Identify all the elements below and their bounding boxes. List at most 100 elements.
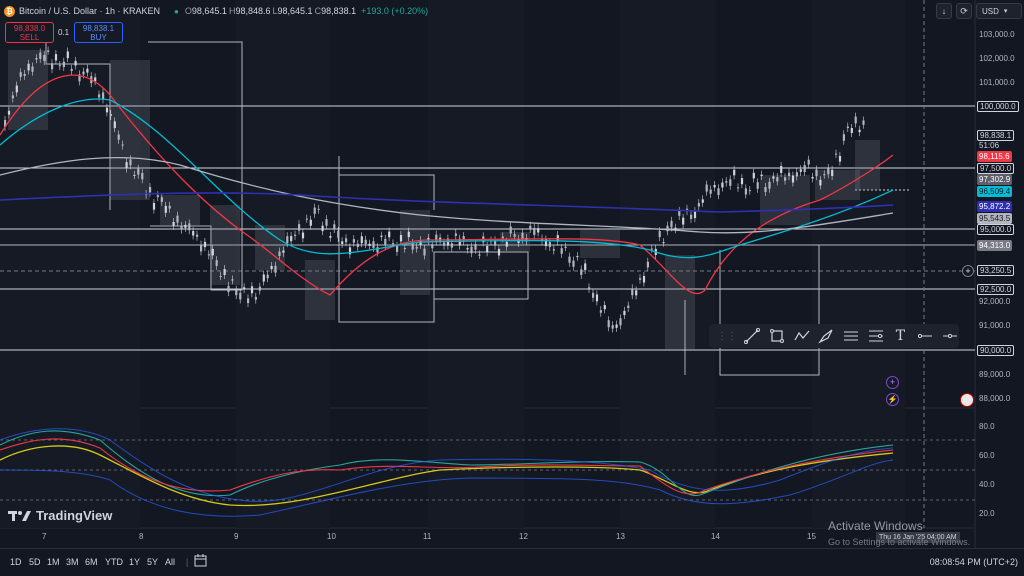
range-box-outline bbox=[338, 156, 529, 323]
osc-band-lower bbox=[0, 459, 894, 517]
candle-body bbox=[603, 305, 606, 310]
candle-body bbox=[509, 226, 512, 234]
osc-band-upper bbox=[0, 428, 894, 502]
add-indicator-icon[interactable]: + bbox=[886, 376, 899, 389]
clock[interactable]: 08:08:54 PM (UTC+2) bbox=[929, 557, 1018, 567]
range-box-outline bbox=[45, 42, 111, 210]
candle-body bbox=[345, 238, 348, 243]
candle-body bbox=[513, 234, 516, 237]
candle-body bbox=[725, 181, 728, 183]
candle-body bbox=[521, 232, 524, 240]
download-icon[interactable]: ↓ bbox=[936, 3, 952, 19]
candle-body bbox=[748, 190, 751, 192]
time-label-15: 15 bbox=[807, 532, 816, 541]
timeframe-1y[interactable]: 1Y bbox=[129, 557, 141, 567]
candle-body bbox=[27, 63, 30, 71]
osc-axis-80: 80.0 bbox=[979, 422, 995, 431]
candle-body bbox=[388, 231, 391, 238]
zone-box bbox=[255, 225, 285, 270]
candle-body bbox=[156, 195, 159, 198]
candle-body bbox=[384, 238, 387, 246]
candle-body bbox=[407, 231, 410, 238]
candle-body bbox=[286, 236, 289, 244]
buy-label: BUY bbox=[90, 33, 107, 42]
timeframe-3m[interactable]: 3M bbox=[66, 557, 79, 567]
candle-body bbox=[348, 247, 352, 255]
axis-price-91000: 91,000.0 bbox=[979, 321, 1011, 330]
candle-body bbox=[98, 94, 101, 98]
candle-body bbox=[152, 202, 156, 210]
candle-body bbox=[415, 246, 418, 249]
watermark-title: Activate Windows bbox=[828, 519, 923, 533]
timeframe-6m[interactable]: 6M bbox=[85, 557, 98, 567]
candle-body bbox=[176, 215, 179, 223]
candle-body bbox=[756, 182, 759, 189]
currency-select[interactable]: USD ▾ bbox=[976, 3, 1022, 19]
candle-body bbox=[807, 159, 810, 165]
candle-body bbox=[254, 296, 257, 300]
zone-box bbox=[8, 50, 48, 130]
candle-body bbox=[709, 189, 712, 194]
calendar-icon[interactable] bbox=[194, 554, 207, 569]
candle-body bbox=[646, 261, 649, 268]
low-label: L bbox=[272, 6, 278, 16]
trend-line-icon[interactable] bbox=[743, 326, 762, 346]
fib-icon[interactable] bbox=[842, 326, 861, 346]
rectangle-icon[interactable] bbox=[768, 326, 787, 346]
open-value: 98,645.1 bbox=[191, 6, 227, 16]
candle-body bbox=[58, 65, 61, 67]
add-alert-icon[interactable]: + bbox=[962, 265, 974, 277]
refresh-icon[interactable]: ⟳ bbox=[956, 3, 972, 19]
candle-body bbox=[262, 274, 265, 282]
lightning-icon[interactable]: ⚡ bbox=[886, 393, 899, 406]
candle-body bbox=[435, 234, 438, 242]
candle-body bbox=[678, 210, 681, 216]
candle-body bbox=[631, 288, 634, 296]
candle-body bbox=[380, 235, 383, 237]
candle-body bbox=[294, 234, 297, 236]
candle-body bbox=[784, 177, 787, 181]
candle-body bbox=[788, 172, 791, 177]
candle-body bbox=[192, 231, 195, 236]
tradingview-logo[interactable]: TradingView bbox=[8, 508, 112, 523]
text-icon[interactable]: T bbox=[895, 328, 906, 344]
symbol-header: ₿ Bitcoin / U.S. Dollar · 1h · KRAKEN ● … bbox=[4, 4, 428, 18]
candle-body bbox=[466, 248, 469, 250]
timeframe-ytd[interactable]: YTD bbox=[105, 557, 123, 567]
drag-handle-icon[interactable]: ⋮⋮ bbox=[717, 330, 737, 342]
path-icon[interactable] bbox=[792, 326, 811, 346]
fib-channel-icon[interactable] bbox=[866, 326, 885, 346]
level-label-90000: 90,000.0 bbox=[977, 345, 1015, 356]
candle-body bbox=[305, 218, 308, 220]
candle-body bbox=[227, 285, 230, 293]
horizontal-ray-icon[interactable] bbox=[916, 326, 935, 346]
candle-body bbox=[356, 243, 359, 247]
close-value: 98,838.1 bbox=[321, 6, 357, 16]
spread-value: 0.1 bbox=[58, 28, 70, 37]
osc-axis-20: 20.0 bbox=[979, 509, 995, 518]
chevron-down-icon: ▾ bbox=[1003, 8, 1008, 15]
candle-body bbox=[117, 134, 120, 140]
timeframe-5d[interactable]: 5D bbox=[29, 557, 41, 567]
sell-button[interactable]: 98,838.0 SELL bbox=[5, 22, 54, 43]
candle-body bbox=[701, 199, 704, 203]
candle-body bbox=[592, 292, 595, 298]
candle-body bbox=[639, 278, 642, 280]
brush-icon[interactable] bbox=[817, 326, 836, 346]
open-label: O bbox=[184, 6, 192, 16]
close-label: C bbox=[314, 6, 322, 16]
chart-canvas[interactable] bbox=[0, 0, 1024, 548]
symbol-title[interactable]: Bitcoin / U.S. Dollar · 1h · KRAKEN bbox=[19, 6, 161, 16]
flag-icon[interactable] bbox=[960, 393, 974, 407]
timeframe-1d[interactable]: 1D bbox=[10, 557, 22, 567]
buy-button[interactable]: 98,838.1 BUY bbox=[74, 22, 123, 43]
candle-body bbox=[105, 107, 109, 113]
candle-body bbox=[576, 256, 579, 258]
horizontal-line-icon[interactable] bbox=[940, 326, 959, 346]
timeframe-all[interactable]: All bbox=[165, 557, 176, 567]
timeframe-5y[interactable]: 5Y bbox=[147, 557, 159, 567]
candle-body bbox=[666, 225, 669, 232]
candle-body bbox=[129, 159, 132, 166]
timeframe-1m[interactable]: 1M bbox=[47, 557, 60, 567]
